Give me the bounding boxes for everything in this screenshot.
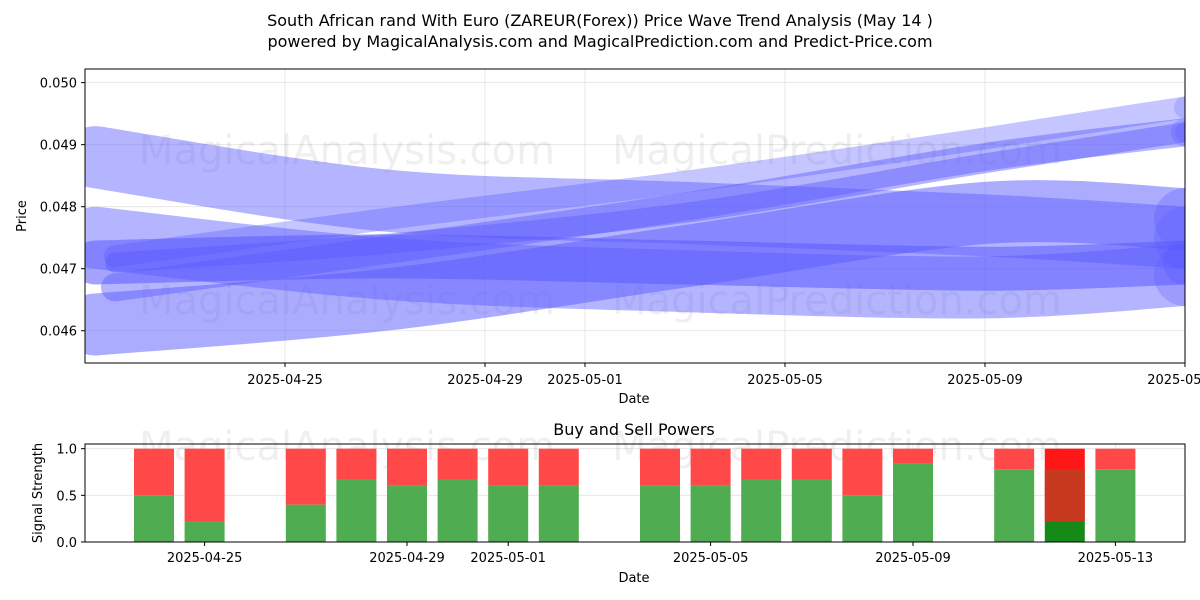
wave-line-5 [104, 96, 1185, 268]
signal-x-tick-label: 2025-05-09 [875, 551, 951, 566]
buy-bar-13 [893, 463, 933, 542]
price-x-tick-label: 2025-04-29 [447, 373, 523, 388]
sell-bar-4 [387, 448, 427, 486]
price-y-tick-label: 0.048 [40, 201, 77, 216]
sell-bar-10 [741, 448, 782, 480]
sell-bar-12 [842, 448, 883, 496]
price-y-tick-label: 0.047 [40, 263, 77, 278]
price-panel: MagicalAnalysis.com MagicalPrediction.com… [15, 68, 1200, 407]
sell-bar-13 [893, 448, 933, 464]
signal-x-axis-label: Date [618, 571, 649, 586]
buy-bar-11 [791, 479, 832, 542]
signal-x-tick-label: 2025-04-25 [167, 551, 243, 566]
sell-bar-6 [488, 448, 529, 486]
wave-end-cap-5 [1174, 96, 1185, 119]
watermark-text: MagicalPrediction.com [612, 424, 1062, 470]
sell-bar-2 [285, 448, 326, 505]
buy-bar-0 [134, 495, 174, 542]
signal-y-tick-label: 0.0 [56, 536, 77, 551]
buy-bar-3 [336, 479, 377, 542]
watermark-text: MagicalPrediction.com [612, 128, 1062, 174]
signal-y-tick-label: 1.0 [56, 443, 77, 458]
wave-end-cap-3 [1154, 188, 1185, 251]
chart-title-line1: South African rand With Euro (ZAREUR(For… [267, 11, 933, 30]
wave-end-cap-6 [1175, 122, 1185, 143]
signal-bars [134, 448, 1136, 542]
chart-title-line2: powered by MagicalAnalysis.com and Magic… [267, 32, 932, 51]
buy-bar-5 [437, 479, 478, 542]
wave-line-6 [105, 122, 1185, 273]
wave-line-7 [101, 118, 1185, 302]
buy-bar-8 [640, 485, 680, 542]
buy-bar-7 [538, 485, 579, 542]
sell-bar-3 [336, 448, 377, 480]
buy-bar-6 [488, 485, 529, 542]
wave-end-cap-4 [1163, 240, 1185, 285]
buy-bar-14 [994, 469, 1035, 542]
buy-bar-16 [1095, 469, 1136, 542]
price-x-tick-label: 2025-04-25 [247, 373, 323, 388]
signal-y-tick-label: 0.5 [56, 489, 77, 504]
sell-bar-9 [690, 448, 731, 486]
price-x-axis-label: Date [618, 392, 649, 407]
wave-end-cap-7 [1171, 118, 1185, 147]
signal-x-tick-label: 2025-05-05 [673, 551, 749, 566]
buy-bar-4 [387, 485, 427, 542]
sell-bar-0 [134, 448, 174, 496]
signal-y-axis-label: Signal Strength [31, 443, 46, 543]
buy-bar-10 [741, 479, 782, 542]
sell-bar-16 [1095, 448, 1136, 470]
signal-x-tick-label: 2025-05-13 [1078, 551, 1154, 566]
sell-bar-8 [640, 448, 680, 486]
sell-bar-11 [791, 448, 832, 480]
signal-axes-frame [84, 443, 1186, 543]
wave-group [85, 96, 1185, 356]
price-x-tick-label: 2025-05-09 [947, 373, 1023, 388]
watermark-text: MagicalAnalysis.com [139, 128, 555, 174]
sell-bar-1 [184, 448, 225, 522]
price-y-axis-label: Price [15, 200, 30, 232]
price-y-tick-label: 0.049 [40, 139, 77, 154]
price-x-tick-label: 2025-05-05 [747, 373, 823, 388]
sell-bar-14 [994, 448, 1035, 470]
buy-bar-2 [285, 504, 326, 542]
wave-line-4 [85, 234, 1185, 291]
price-axes-frame [84, 68, 1186, 364]
sell-bar-7 [538, 448, 579, 486]
buy-bar-15 [1044, 521, 1085, 542]
buy-bar-1 [184, 521, 225, 542]
overlap-bar-15 [1044, 469, 1085, 522]
buy-bar-9 [690, 485, 731, 542]
signal-panel-title: Buy and Sell Powers [553, 420, 715, 439]
price-x-tick-label: 2025-05-01 [547, 373, 623, 388]
signal-panel: MagicalAnalysis.com MagicalPrediction.com… [31, 420, 1186, 586]
price-y-tick-label: 0.050 [40, 77, 77, 92]
buy-bar-12 [842, 495, 883, 542]
price-y-tick-label: 0.046 [40, 325, 77, 340]
price-x-tick-label: 2025-05-13 [1147, 373, 1200, 388]
signal-x-tick-label: 2025-05-01 [470, 551, 546, 566]
sell-bar-5 [437, 448, 478, 480]
signal-x-tick-label: 2025-04-29 [369, 551, 445, 566]
